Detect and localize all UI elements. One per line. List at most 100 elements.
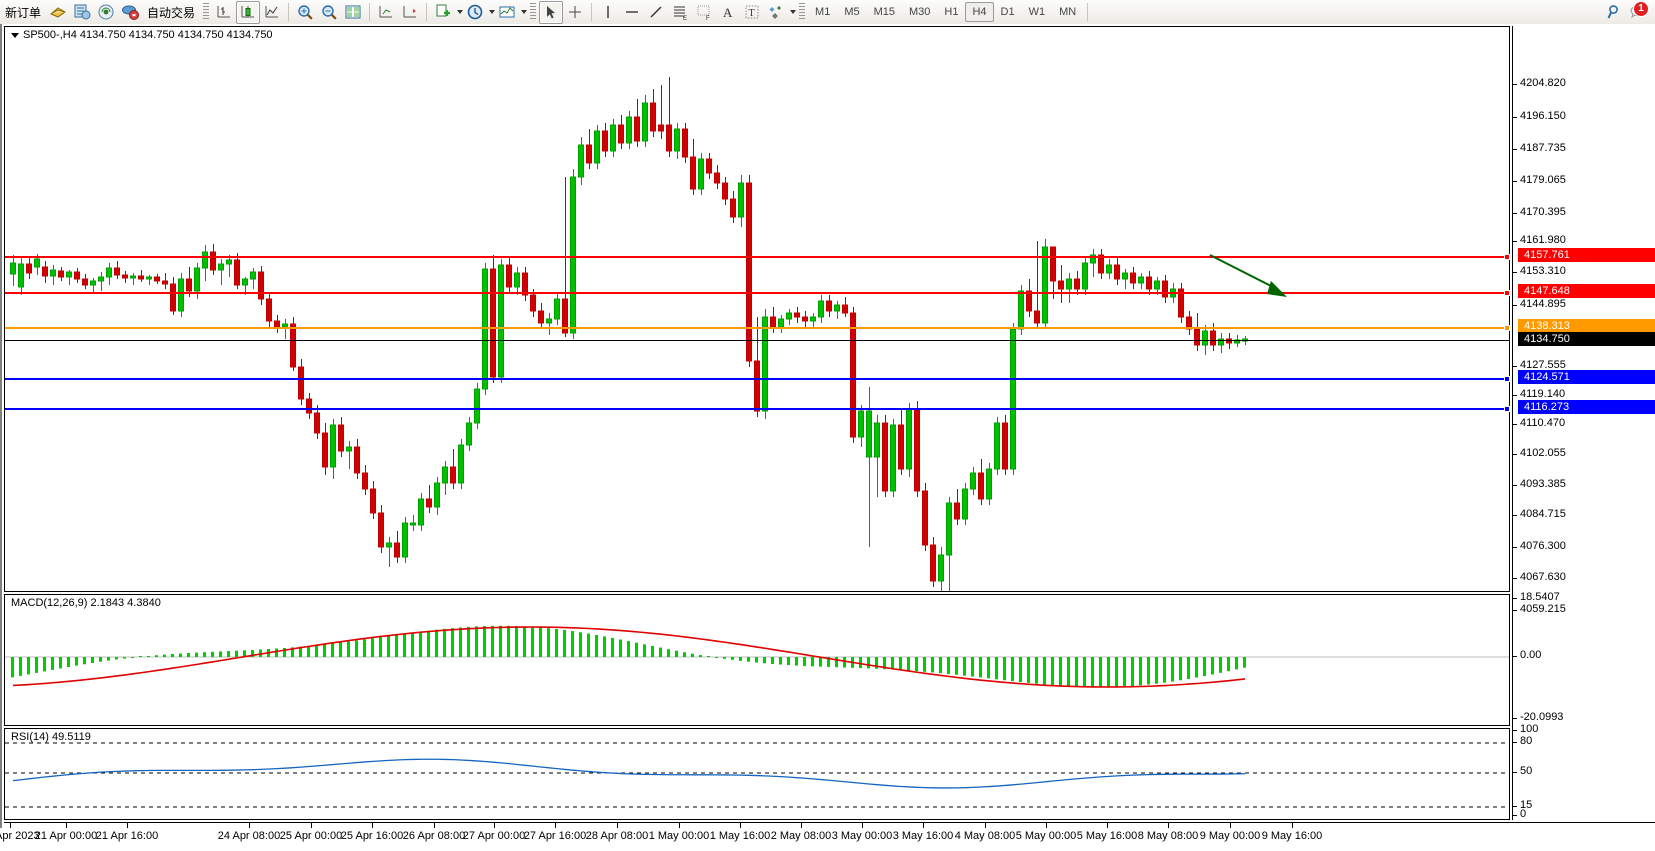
level-line-resistance[interactable] bbox=[5, 254, 1510, 260]
price-level-badge-resistance[interactable]: 4147.648 bbox=[1518, 284, 1655, 298]
zoom-in-icon[interactable] bbox=[293, 1, 317, 24]
rsi-tick-label: 80 bbox=[1520, 735, 1533, 747]
indicators-dropdown-caret[interactable] bbox=[521, 10, 528, 14]
macd-tick-label: 18.5407 bbox=[1520, 591, 1560, 603]
price-tick-label: 4067.630 bbox=[1520, 571, 1566, 583]
timeframe-mn[interactable]: MN bbox=[1059, 6, 1077, 18]
level-line-pivot[interactable] bbox=[5, 325, 1510, 331]
objects-icon[interactable] bbox=[764, 1, 788, 24]
notifications-icon[interactable]: 1 bbox=[1627, 1, 1649, 22]
template-dropdown-caret[interactable] bbox=[457, 10, 464, 14]
price-tick-label: 4102.055 bbox=[1520, 447, 1566, 459]
level-line-resistance[interactable] bbox=[5, 290, 1510, 296]
timeframe-h4[interactable]: H4 bbox=[965, 2, 994, 22]
time-tick-label: 24 Apr 08:00 bbox=[217, 830, 281, 842]
fibonacci-icon[interactable]: E bbox=[668, 1, 692, 24]
timeframe-h1[interactable]: H1 bbox=[944, 6, 959, 18]
price-tick-label: 4179.065 bbox=[1520, 174, 1566, 186]
data-window-toggle-icon[interactable] bbox=[374, 1, 398, 24]
price-level-badge-support[interactable]: 4124.571 bbox=[1518, 370, 1655, 384]
svg-text:T: T bbox=[749, 8, 755, 19]
grid-toggle-icon[interactable] bbox=[398, 1, 422, 24]
cursor-icon[interactable] bbox=[539, 0, 564, 24]
price-axis[interactable]: 4204.820 4196.150 4187.735 4179.065 4170.395… bbox=[1512, 26, 1655, 820]
toolbar-separator-3 bbox=[426, 3, 428, 21]
new-order-button[interactable]: 新订单 bbox=[0, 1, 46, 23]
time-tick-mark bbox=[617, 823, 618, 828]
timeframe-m1[interactable]: M1 bbox=[815, 6, 831, 18]
tile-windows-icon[interactable] bbox=[341, 1, 365, 24]
main-toolbar: 新订单 自动交易 bbox=[0, 0, 1655, 25]
time-tick-label: 5 May 00:00 bbox=[1015, 830, 1077, 842]
time-tick-mark bbox=[66, 823, 67, 828]
timeframe-m5[interactable]: M5 bbox=[844, 6, 860, 18]
price-level-badge-last-price[interactable]: 4134.750 bbox=[1518, 332, 1655, 346]
level-handle[interactable] bbox=[1504, 406, 1510, 412]
rsi-tick-label: 0 bbox=[1520, 808, 1527, 820]
signals-icon[interactable] bbox=[94, 1, 118, 24]
toolbar-grip-3[interactable] bbox=[799, 3, 806, 21]
period-icon[interactable] bbox=[463, 1, 487, 24]
time-tick-label: 21 Apr 16:00 bbox=[95, 830, 159, 842]
level-handle[interactable] bbox=[1504, 325, 1510, 331]
svg-text:F: F bbox=[706, 16, 710, 21]
level-line-last-price[interactable] bbox=[5, 340, 1509, 341]
timeframe-m30[interactable]: M30 bbox=[909, 6, 931, 18]
time-tick-label: 2 May 08:00 bbox=[770, 830, 832, 842]
search-icon[interactable] bbox=[1603, 1, 1627, 24]
timeframe-group: M1 M5 M15 M30 H1 H4 D1 W1 MN bbox=[808, 2, 1083, 22]
price-level-badge-support[interactable]: 4116.273 bbox=[1518, 400, 1655, 414]
data-window-icon[interactable] bbox=[70, 1, 94, 24]
crosshair-icon[interactable] bbox=[563, 1, 587, 24]
new-order-label: 新订单 bbox=[5, 5, 42, 20]
price-tick-label: 4161.980 bbox=[1520, 234, 1566, 246]
toolbar-separator-4 bbox=[591, 3, 593, 21]
new-order-icon[interactable] bbox=[46, 1, 70, 24]
time-tick-mark bbox=[985, 823, 986, 828]
price-panel[interactable]: SP500-,H4 4134.750 4134.750 4134.750 413… bbox=[4, 26, 1510, 592]
indicators-icon[interactable] bbox=[495, 1, 519, 24]
level-line-support[interactable] bbox=[5, 376, 1510, 382]
time-tick-label: 9 May 16:00 bbox=[1261, 830, 1323, 842]
template-icon[interactable] bbox=[431, 1, 455, 24]
time-tick-mark bbox=[311, 823, 312, 828]
price-level-badge-resistance[interactable]: 4157.761 bbox=[1518, 248, 1655, 262]
autotrade-icon[interactable] bbox=[118, 1, 142, 24]
trendline-icon[interactable] bbox=[644, 1, 668, 24]
zoom-out-icon[interactable] bbox=[317, 1, 341, 24]
rsi-plot bbox=[5, 742, 1509, 808]
toolbar-grip-2[interactable] bbox=[530, 3, 537, 21]
level-handle[interactable] bbox=[1504, 254, 1510, 260]
rsi-panel[interactable]: RSI(14) 49.5119 bbox=[4, 728, 1510, 820]
time-tick-label: 27 Apr 00:00 bbox=[462, 830, 526, 842]
timeframe-w1[interactable]: W1 bbox=[1028, 6, 1046, 18]
text-label-icon[interactable]: T bbox=[740, 1, 764, 24]
channel-icon[interactable]: F bbox=[692, 1, 716, 24]
chart-workspace[interactable]: SP500-,H4 4134.750 4134.750 4134.750 413… bbox=[0, 24, 1655, 851]
bar-chart-icon[interactable] bbox=[212, 1, 236, 24]
objects-dropdown-caret[interactable] bbox=[790, 10, 797, 14]
level-handle[interactable] bbox=[1504, 290, 1510, 296]
autotrade-button[interactable]: 自动交易 bbox=[142, 1, 200, 23]
svg-text:A: A bbox=[723, 5, 733, 20]
macd-panel[interactable]: MACD(12,26,9) 2.1843 4.3840 bbox=[4, 594, 1510, 726]
price-tick-label: 4093.385 bbox=[1520, 478, 1566, 490]
vertical-line-icon[interactable] bbox=[596, 1, 620, 24]
price-tick-label: 4170.395 bbox=[1520, 206, 1566, 218]
text-icon[interactable]: A bbox=[716, 1, 740, 24]
toolbar-grip[interactable] bbox=[203, 3, 210, 21]
time-tick-mark bbox=[127, 823, 128, 828]
level-line-support[interactable] bbox=[5, 406, 1510, 412]
timeframe-m15[interactable]: M15 bbox=[873, 6, 895, 18]
period-dropdown-caret[interactable] bbox=[489, 10, 496, 14]
candlestick-chart-icon[interactable] bbox=[236, 0, 261, 24]
line-chart-icon[interactable] bbox=[260, 1, 284, 24]
chevron-down-icon[interactable] bbox=[11, 32, 19, 38]
time-tick-mark bbox=[801, 823, 802, 828]
price-level-badge-pivot[interactable]: 4138.313 bbox=[1518, 319, 1655, 333]
horizontal-line-icon[interactable] bbox=[620, 1, 644, 24]
rsi-tick-label: 100 bbox=[1520, 723, 1539, 735]
level-handle[interactable] bbox=[1504, 376, 1510, 382]
timeframe-d1[interactable]: D1 bbox=[1000, 6, 1015, 18]
